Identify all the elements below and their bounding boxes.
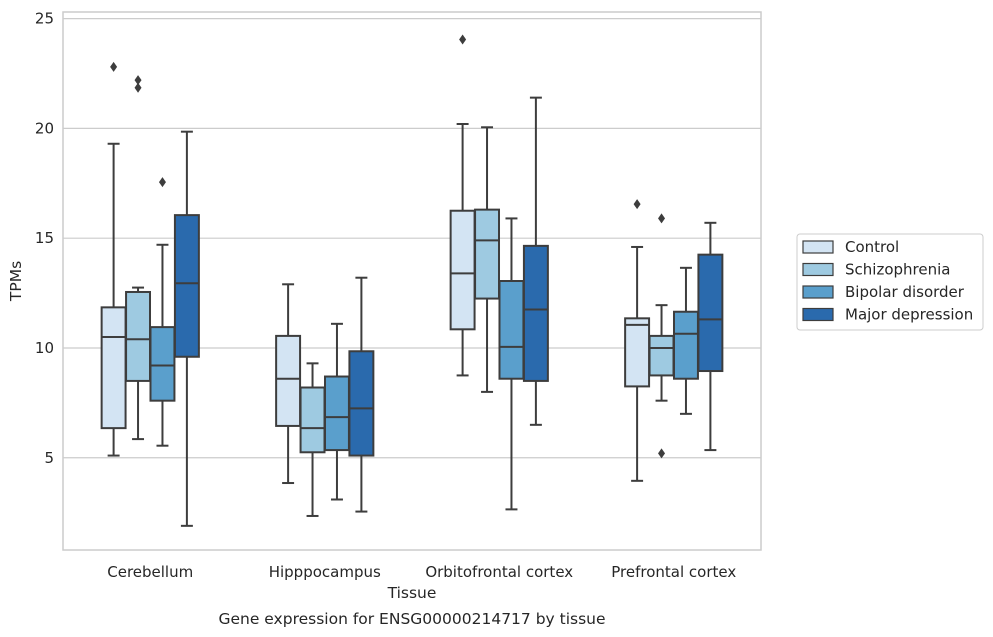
legend-swatch [802,307,834,322]
outlier-point [110,61,118,72]
box-hipppocampus-bipolar-disorder [323,322,350,501]
legend-label: Major depression [845,306,973,324]
outlier-point [134,75,142,86]
box-cerebellum-control [100,61,127,457]
legend-label: Schizophrenia [845,261,950,279]
box-body [275,334,302,427]
legend-label: Control [845,238,899,256]
x-tick-label: Orbitofrontal cortex [425,563,573,581]
box-hipppocampus-schizophrenia [299,362,326,517]
chart-caption: Gene expression for ENSG00000214717 by t… [218,610,605,628]
x-axis-label: Tissue [387,584,437,602]
outlier-point [158,177,166,188]
x-tick-label: Prefrontal cortex [611,563,736,581]
box-cerebellum-schizophrenia [125,75,152,441]
legend: Control Schizophrenia Bipolar disorder Majo… [796,233,984,331]
x-tick-label: Cerebellum [107,563,193,581]
legend-label: Bipolar disorder [845,283,965,301]
box-body [299,386,326,454]
outlier-point [633,199,641,210]
box-body [624,317,651,388]
outlier-point [134,82,142,93]
legend-item-schizophrenia: Schizophrenia [802,261,950,279]
box-hipppocampus-major-depression [348,276,375,513]
box-orbitofrontal-cortex-schizophrenia [474,126,501,393]
box-body [648,334,675,377]
box-orbitofrontal-cortex-bipolar-disorder [498,217,525,511]
box-body [125,290,152,382]
legend-swatch [802,262,834,277]
outlier-point [658,448,666,459]
legend-item-control: Control [802,238,899,256]
box-body [449,209,476,331]
box-prefrontal-cortex-schizophrenia [648,213,675,459]
box-cerebellum-bipolar-disorder [149,177,176,447]
x-tick-label: Hipppocampus [269,563,381,581]
box-orbitofrontal-cortex-major-depression [522,96,549,426]
box-prefrontal-cortex-bipolar-disorder [672,266,699,415]
plot-frame [62,11,762,551]
y-tick-label: 15 [35,229,54,247]
legend-swatch [802,285,834,299]
y-tick-label: 20 [35,119,54,137]
outlier-point [459,34,467,45]
box-body [323,375,350,452]
y-tick-label: 5 [44,449,54,467]
box-prefrontal-cortex-major-depression [697,221,724,452]
box-body [697,253,724,373]
legend-frame [796,233,984,331]
box-groups [100,34,724,527]
legend-item-major-depression: Major depression [802,306,973,324]
box-body [522,244,549,382]
box-body [348,350,375,457]
box-body [100,306,127,430]
y-axis-label: TPMs [7,261,25,302]
box-body [672,310,699,380]
legend-swatch [802,240,834,254]
box-body [474,208,501,300]
box-hipppocampus-control [275,283,302,485]
x-tick-labels: Cerebellum Hipppocampus Orbitofrontal cort… [107,563,736,581]
outlier-point [658,213,666,224]
legend-item-bipolar-disorder: Bipolar disorder [802,283,965,301]
y-tick-label: 10 [35,339,54,357]
y-tick-labels: 5 10 15 20 25 [35,10,54,467]
box-prefrontal-cortex-control [624,199,651,482]
box-body [149,326,176,402]
box-body [498,280,525,380]
box-orbitofrontal-cortex-control [449,34,476,377]
box-body [173,214,200,358]
y-tick-label: 25 [35,10,54,28]
box-cerebellum-major-depression [173,130,200,527]
